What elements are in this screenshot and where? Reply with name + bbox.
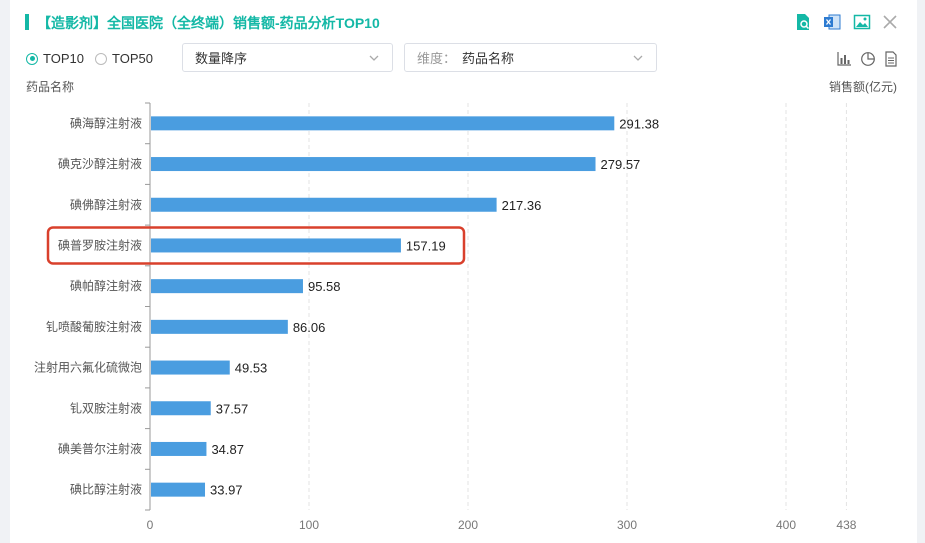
page-title: 【造影剂】全国医院（全终端）销售额-药品分析TOP10: [37, 15, 380, 31]
bar: [151, 279, 303, 294]
bar: [151, 482, 206, 497]
top10-label: TOP10: [43, 51, 84, 66]
value-label: 157.19: [406, 238, 446, 253]
excel-export-icon[interactable]: [823, 13, 841, 31]
bar-chart-icon[interactable]: [836, 51, 852, 67]
x-tick-label: 100: [299, 518, 319, 532]
value-label: 49.53: [235, 361, 268, 376]
category-label: 注射用六氟化硫微泡: [34, 360, 142, 375]
value-label: 34.87: [211, 442, 244, 457]
category-label: 碘美普尔注射液: [58, 441, 142, 456]
bar: [151, 360, 230, 375]
sort-value: 数量降序: [195, 51, 248, 66]
category-label: 碘帕醇注射液: [70, 278, 142, 293]
category-label: 钆喷酸葡胺注射液: [46, 319, 142, 334]
bar: [151, 197, 497, 212]
pie-chart-icon[interactable]: [860, 51, 876, 67]
top50-radio[interactable]: TOP50: [95, 51, 153, 66]
value-label: 37.57: [216, 401, 249, 416]
value-label: 33.97: [210, 483, 243, 498]
title-accent-bar: [25, 14, 29, 30]
bar: [151, 441, 207, 456]
category-label: 碘佛醇注射液: [70, 197, 142, 212]
dimension-value: 药品名称: [462, 51, 515, 66]
x-tick-label: 300: [617, 518, 637, 532]
value-label: 86.06: [293, 320, 326, 335]
x-tick-label: 438: [836, 518, 856, 532]
top10-radio[interactable]: TOP10: [26, 51, 84, 66]
bar: [151, 319, 288, 334]
x-tick-label: 200: [458, 518, 478, 532]
image-export-icon[interactable]: [853, 13, 871, 31]
search-report-icon[interactable]: [794, 13, 812, 31]
dimension-prefix: 维度：: [417, 51, 457, 66]
x-tick-label: 0: [147, 518, 154, 532]
chevron-down-icon: [633, 55, 643, 61]
x-tick-label: 400: [776, 518, 796, 532]
y-axis-title: 药品名称: [26, 80, 75, 94]
sort-select[interactable]: 数量降序: [182, 43, 393, 72]
bar: [151, 238, 401, 253]
category-label: 碘克沙醇注射液: [58, 156, 142, 171]
radio-unselected-icon: [95, 52, 107, 65]
value-label: 279.57: [601, 157, 641, 172]
bar: [151, 157, 596, 172]
value-label: 291.38: [619, 116, 659, 131]
category-label: 碘海醇注射液: [70, 115, 142, 130]
chevron-down-icon: [369, 55, 379, 61]
close-icon[interactable]: [881, 13, 899, 31]
bar: [151, 401, 211, 416]
bar: [151, 116, 615, 131]
document-icon[interactable]: [883, 51, 899, 67]
value-label: 217.36: [502, 198, 542, 213]
category-label: 碘比醇注射液: [70, 482, 142, 497]
chart-panel: 【造影剂】全国医院（全终端）销售额-药品分析TOP10 TOP10 TOP50 …: [10, 0, 917, 543]
bar-chart: 0 100 200 300 400 438 碘海醇注射液 291.38 碘克沙醇注射液 279.5…: [34, 102, 857, 532]
radio-selected-icon: [26, 52, 38, 65]
top50-label: TOP50: [112, 51, 153, 66]
highlight-box: [46, 226, 466, 265]
category-label: 钆双胺注射液: [70, 400, 142, 415]
category-label: 碘普罗胺注射液: [58, 237, 142, 252]
x-axis-title: 销售额(亿元): [829, 80, 897, 94]
value-label: 95.58: [308, 279, 341, 294]
dimension-select[interactable]: 维度： 药品名称: [404, 43, 657, 72]
